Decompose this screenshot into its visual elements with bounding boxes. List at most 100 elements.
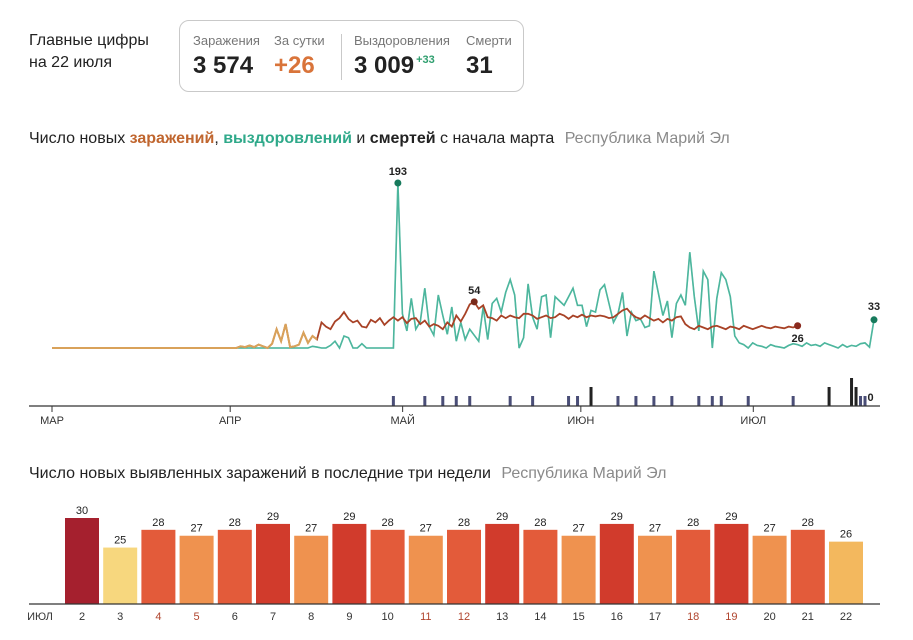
bar-value-label: 28 xyxy=(802,517,814,529)
stat-recoveries: Выздоровления 3 009 +33 xyxy=(354,33,450,80)
stat-deaths-value: 31 xyxy=(466,52,493,79)
infections-peak-label: 54 xyxy=(468,285,481,297)
bar xyxy=(141,529,176,604)
bar-category-label: 21 xyxy=(802,611,814,623)
bar xyxy=(179,535,214,604)
bar-category-label: 6 xyxy=(232,611,238,623)
bar-category-label: 13 xyxy=(496,611,508,623)
infections-peak-marker xyxy=(470,298,478,306)
line-x-labels: МАР АПР МАЙ ИЮН ИЮЛ xyxy=(40,406,766,427)
death-bar xyxy=(746,396,750,406)
stat-infections-label: Заражения xyxy=(193,33,260,48)
stat-deaths-label: Смерти xyxy=(466,33,512,48)
bar-category-label: 11 xyxy=(420,611,431,623)
bar-value-label: 27 xyxy=(420,523,432,535)
stat-deaths: Смерти 31 xyxy=(466,33,512,80)
deaths-bars xyxy=(391,378,867,406)
bar-category-label: 18 xyxy=(687,611,699,623)
stat-recoveries-value: 3 009 xyxy=(354,52,415,79)
bar-category-label: 17 xyxy=(649,611,661,623)
death-bar xyxy=(634,396,638,406)
bar-value-label: 28 xyxy=(534,517,546,529)
line-title-t2: , xyxy=(214,130,224,147)
death-bar xyxy=(791,396,795,406)
bar-category-label: 16 xyxy=(611,611,623,623)
bar xyxy=(103,547,138,604)
bar-value-label: 28 xyxy=(152,517,164,529)
bar-value-label: 29 xyxy=(496,511,508,523)
bar-value-label: 28 xyxy=(381,517,393,529)
stat-recoveries-label: Выздоровления xyxy=(354,33,450,48)
bar xyxy=(370,529,405,604)
bar-title-text: Число новых выявленных заражений в после… xyxy=(29,465,491,482)
bar-value-label: 27 xyxy=(763,523,775,535)
line-title-t1: Число новых xyxy=(29,130,130,147)
x-tick-label: МАР xyxy=(40,415,64,427)
bar-category-label: 10 xyxy=(381,611,393,623)
bar-value-label: 26 xyxy=(840,529,852,541)
bar-value-label: 30 xyxy=(76,505,88,517)
bar-category-label: 14 xyxy=(534,611,546,623)
recoveries-last-marker xyxy=(870,316,878,324)
recoveries-last-label: 33 xyxy=(868,301,880,313)
bar xyxy=(752,535,787,604)
x-tick-label: ИЮН xyxy=(567,415,594,427)
stat-infections-value: 3 574 xyxy=(193,52,254,79)
line-title-infections: заражений xyxy=(129,130,215,147)
bar-value-label: 27 xyxy=(305,523,317,535)
death-bar xyxy=(531,396,535,406)
death-bar xyxy=(616,396,620,406)
bar-value-label: 27 xyxy=(572,523,584,535)
death-bar xyxy=(859,396,863,406)
headline-line2: на 22 июля xyxy=(29,54,113,71)
bar-value-label: 28 xyxy=(687,517,699,529)
bar-category-label: 2 xyxy=(79,611,85,623)
bar xyxy=(676,529,711,604)
line-title-deaths: смертей xyxy=(369,130,436,147)
death-bar xyxy=(576,396,580,406)
infections-last-marker xyxy=(794,322,802,330)
stat-daily: За сутки +26 xyxy=(274,33,325,80)
bar-value-label: 29 xyxy=(611,511,623,523)
bar xyxy=(332,523,367,604)
bar-category-label: 15 xyxy=(572,611,584,623)
line-chart-title: Число новых заражений, выздоровлений и с… xyxy=(29,130,730,148)
x-tick-label: АПР xyxy=(219,415,241,427)
death-bar xyxy=(508,396,512,406)
death-bar xyxy=(454,396,458,406)
bar-value-label: 25 xyxy=(114,535,126,547)
bar-category-label: 3 xyxy=(117,611,123,623)
bar-category-label: 20 xyxy=(763,611,775,623)
death-bar xyxy=(652,396,656,406)
death-bar xyxy=(423,396,427,406)
infections-last-label: 26 xyxy=(792,333,804,345)
bar-chart-labels: 30 2 25 3 28 4 27 5 28 6 29 7 27 8 29 9 28 10 27 11 28 12 29 13… xyxy=(27,505,852,623)
bar xyxy=(294,535,329,604)
bar-chart-bars xyxy=(65,518,863,604)
bar xyxy=(485,523,520,604)
recoveries-peak-marker xyxy=(394,179,402,187)
bar-title-region: Республика Марий Эл xyxy=(501,465,667,482)
bar-month-label: ИЮЛ xyxy=(27,611,53,623)
stat-divider xyxy=(341,34,342,80)
bar xyxy=(256,523,290,604)
bar-category-label: 22 xyxy=(840,611,852,623)
line-title-t3: и xyxy=(351,130,370,147)
x-tick-label: МАЙ xyxy=(390,414,414,427)
bar-value-label: 28 xyxy=(458,517,470,529)
bar-category-label: 8 xyxy=(308,611,314,623)
bar-value-label: 28 xyxy=(229,517,241,529)
deaths-last-label: 0 xyxy=(867,392,873,404)
death-bar xyxy=(827,387,831,406)
bar-value-label: 29 xyxy=(343,511,355,523)
stats-panel: Заражения 3 574 За сутки +26 Выздоровлен… xyxy=(179,20,524,92)
bar-value-label: 27 xyxy=(649,523,661,535)
death-bar xyxy=(710,396,714,406)
stat-recoveries-delta: +33 xyxy=(416,54,435,66)
death-bar xyxy=(697,396,701,406)
stat-recoveries-value-wrap: 3 009 +33 xyxy=(354,52,450,80)
death-bar xyxy=(391,396,395,406)
bar xyxy=(638,535,672,604)
